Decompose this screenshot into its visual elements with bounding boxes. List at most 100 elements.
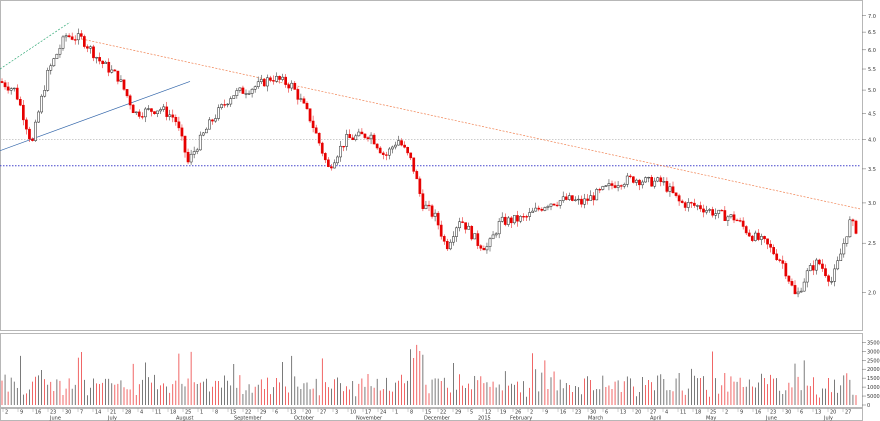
day-label: 17 <box>365 410 371 416</box>
candle-body <box>808 265 812 272</box>
candle-body <box>854 220 858 234</box>
day-label: 9 <box>20 410 23 416</box>
day-label: 30 <box>590 410 596 416</box>
candle-body <box>638 179 641 186</box>
day-label: 13 <box>290 410 296 416</box>
candle-body <box>613 185 617 188</box>
candle-body <box>790 281 794 286</box>
day-label: 27 <box>845 410 851 416</box>
candle-body <box>531 210 535 213</box>
candle-body <box>735 219 739 222</box>
candle-body <box>500 216 504 222</box>
day-label: 2 <box>530 410 533 416</box>
candle-body <box>604 185 608 187</box>
day-label: 6 <box>275 410 278 416</box>
day-label: 25 <box>185 410 191 416</box>
candle-body <box>12 87 16 90</box>
day-label: 13 <box>815 410 821 416</box>
candle-body <box>137 111 141 117</box>
day-label: 2 <box>725 410 728 416</box>
candle-body <box>25 119 28 130</box>
candle-body <box>388 148 391 156</box>
price-tick-label: 5.0 <box>868 88 876 94</box>
candle-body <box>327 159 330 167</box>
candle-body <box>128 95 132 106</box>
candle-body <box>311 120 315 129</box>
candle-body <box>418 178 422 194</box>
candle-body <box>510 217 513 224</box>
candle-body <box>348 134 352 139</box>
early-uptrend-line <box>0 21 71 70</box>
day-label: 11 <box>680 410 686 416</box>
day-label: 14 <box>95 410 101 416</box>
candle-body <box>104 61 108 64</box>
candle-body <box>354 135 358 140</box>
candle-body <box>40 95 43 113</box>
candle-body <box>796 291 800 295</box>
candle-body <box>647 176 650 179</box>
candle-body <box>555 204 559 207</box>
volume-tick-label: 25000 <box>867 358 880 364</box>
candle-body <box>323 153 327 161</box>
candle-body <box>49 65 53 71</box>
candle-body <box>470 225 474 240</box>
candle-body <box>519 216 522 222</box>
candle-body <box>793 285 797 295</box>
month-label: February <box>510 416 532 421</box>
day-label: 27 <box>650 410 656 416</box>
candle-body <box>250 88 254 94</box>
day-label: 22 <box>440 410 446 416</box>
candle-body <box>46 70 50 91</box>
month-label: May <box>706 416 716 421</box>
candle-body <box>705 210 708 213</box>
candle-body <box>378 147 382 154</box>
candle-body <box>140 116 144 118</box>
price-tick-label: 4.5 <box>868 111 876 117</box>
candle-body <box>699 205 702 210</box>
candle-body <box>180 127 184 137</box>
candle-body <box>226 103 230 106</box>
candle-body <box>412 157 416 172</box>
candle-body <box>586 198 589 201</box>
candle-body <box>43 90 47 97</box>
candle-body <box>491 234 495 240</box>
candle-body <box>449 241 452 250</box>
volume-tick-label: 5000 <box>867 394 880 400</box>
candle-body <box>131 104 135 114</box>
candle-body <box>821 263 824 269</box>
candle-body <box>662 181 666 183</box>
candle-body <box>317 132 321 144</box>
candle-body <box>659 177 663 183</box>
candle-body <box>302 98 306 104</box>
month-label: October <box>294 416 315 421</box>
candle-body <box>842 243 846 255</box>
candle-body <box>693 202 696 206</box>
day-label: 9 <box>545 410 548 416</box>
candle-body <box>656 177 660 182</box>
month-label: December <box>424 416 451 421</box>
candle-body <box>766 238 769 245</box>
candle-body <box>747 232 751 237</box>
day-label: 23 <box>770 410 776 416</box>
price-axis: 2.0 2.5 3.0 3.5 4.0 4.5 5.0 5.5 6.0 6.5 7.0 <box>862 14 876 297</box>
candle-body <box>479 245 483 249</box>
candle-body <box>592 195 596 201</box>
candle-body <box>488 238 492 247</box>
candle-body <box>580 198 583 205</box>
day-label: 8 <box>410 410 413 416</box>
candle-body <box>107 61 111 73</box>
candle-body <box>241 87 245 94</box>
candle-body <box>122 79 126 90</box>
candle-body <box>150 108 153 112</box>
candle-body <box>549 203 553 207</box>
candle-body <box>430 205 434 217</box>
day-label: 6 <box>605 410 608 416</box>
candle-body <box>174 117 178 123</box>
day-label: 4 <box>665 410 668 416</box>
candle-body <box>369 134 373 140</box>
candle-body <box>116 70 120 82</box>
candle-body <box>717 209 721 214</box>
day-label: 26 <box>515 410 521 416</box>
volume-tick-label: 30000 <box>867 349 880 355</box>
candle-body <box>601 186 605 190</box>
